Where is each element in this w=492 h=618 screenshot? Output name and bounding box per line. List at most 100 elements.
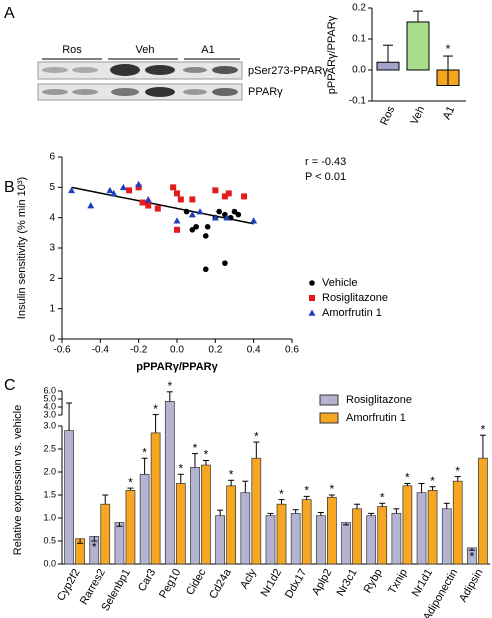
bar [251, 457, 262, 565]
legend-label: Rosiglitazone [322, 292, 388, 304]
bar [352, 508, 362, 565]
y-tick-label: 4 [49, 212, 55, 223]
y-tick-label: 3.0 [43, 409, 56, 419]
legend-label: Rosiglitazone [346, 394, 412, 406]
point [221, 193, 228, 200]
x-axis-label: pPPARγ/PPARγ [136, 361, 218, 373]
point [222, 260, 228, 266]
x-tick-label: Rybp [362, 567, 385, 595]
y-tick-label: 0.2 [352, 3, 366, 14]
y-axis-label: Relative expression vs. vehicle [12, 405, 24, 555]
point [126, 187, 133, 194]
bar [316, 515, 326, 565]
y-axis-label: pPPARγ/PPARγ [326, 15, 338, 94]
point [154, 205, 161, 212]
x-tick-label: Peg10 [157, 567, 183, 601]
point [106, 186, 114, 194]
bar [139, 473, 150, 565]
point [211, 214, 219, 221]
bar [391, 513, 402, 565]
x-tick-label: 0.2 [208, 345, 222, 356]
bar [366, 515, 377, 565]
bar [175, 483, 186, 565]
y-tick-label: -0.1 [349, 96, 367, 107]
x-tick-label: Aplp2 [310, 567, 334, 597]
y-tick-label: 1.0 [43, 512, 56, 522]
legend-label: Amorfrutin 1 [346, 412, 406, 424]
value-label: * [142, 445, 147, 459]
x-tick-label: Nr3c1 [335, 567, 360, 598]
y-tick-label: 6.0 [43, 385, 56, 395]
bar [341, 522, 351, 565]
bar [190, 467, 200, 565]
x-tick-label: Ros [378, 104, 397, 127]
point [188, 211, 196, 218]
point [174, 190, 180, 197]
y-tick-label: 6 [49, 152, 55, 163]
point [135, 184, 142, 191]
point [235, 211, 242, 218]
point [173, 217, 181, 224]
y-tick-label: 2 [49, 273, 55, 284]
x-tick-label: Cidec [184, 567, 209, 598]
value-label: * [193, 441, 198, 455]
legend-label: Amorfrutin 1 [322, 307, 382, 319]
bar [377, 506, 388, 565]
point [87, 202, 95, 209]
legend-marker [309, 295, 315, 301]
point [202, 266, 209, 273]
x-tick-label: Ddx17 [283, 567, 309, 601]
blot-strip [37, 61, 243, 80]
y-tick-label: 0.1 [352, 34, 366, 45]
bar [427, 490, 438, 565]
value-label: * [430, 474, 435, 488]
bar [265, 515, 276, 565]
bar [276, 503, 287, 565]
point [189, 196, 196, 203]
bands [42, 64, 238, 97]
lane-label: Ros [62, 44, 82, 56]
value-label: * [446, 42, 451, 56]
bar [64, 430, 74, 565]
bar [125, 490, 136, 565]
value-label: * [279, 487, 284, 501]
value-label: * [405, 471, 410, 485]
bar [327, 496, 337, 565]
point [135, 180, 143, 188]
value-label: * [204, 448, 209, 462]
point [68, 186, 76, 194]
y-tick-label: 1 [49, 303, 55, 314]
point [216, 208, 222, 215]
value-label: * [470, 549, 475, 563]
value-label: * [153, 402, 158, 416]
x-tick-label: -0.4 [92, 345, 110, 356]
y-tick-label: 5 [49, 182, 55, 193]
point [145, 202, 152, 209]
value-label: * [330, 482, 335, 496]
point [196, 208, 204, 215]
x-tick-label: Car3 [136, 567, 158, 594]
x-tick-label: A1 [441, 104, 458, 121]
bar [240, 492, 251, 565]
panel-letter: A [4, 5, 15, 22]
point [174, 226, 180, 233]
point [231, 208, 238, 215]
y-tick-label: 3 [49, 243, 55, 254]
fit-line [71, 186, 254, 225]
bar [416, 492, 427, 565]
y-tick-label: 0.0 [43, 558, 56, 568]
y-tick-label: 4.0 [43, 401, 56, 411]
legend-swatch [319, 394, 339, 406]
lane-label: A1 [201, 44, 214, 56]
value-label: * [380, 490, 385, 504]
annotation: P < 0.01 [305, 171, 346, 183]
point [189, 227, 196, 233]
x-tick-label: Cyp2f2 [55, 567, 83, 603]
point [170, 184, 177, 191]
point [139, 199, 146, 206]
legend-label: Vehicle [322, 277, 357, 289]
row-label: pSer273-PPARγ [248, 65, 328, 77]
bar [226, 485, 236, 565]
legend-swatch [319, 412, 339, 424]
